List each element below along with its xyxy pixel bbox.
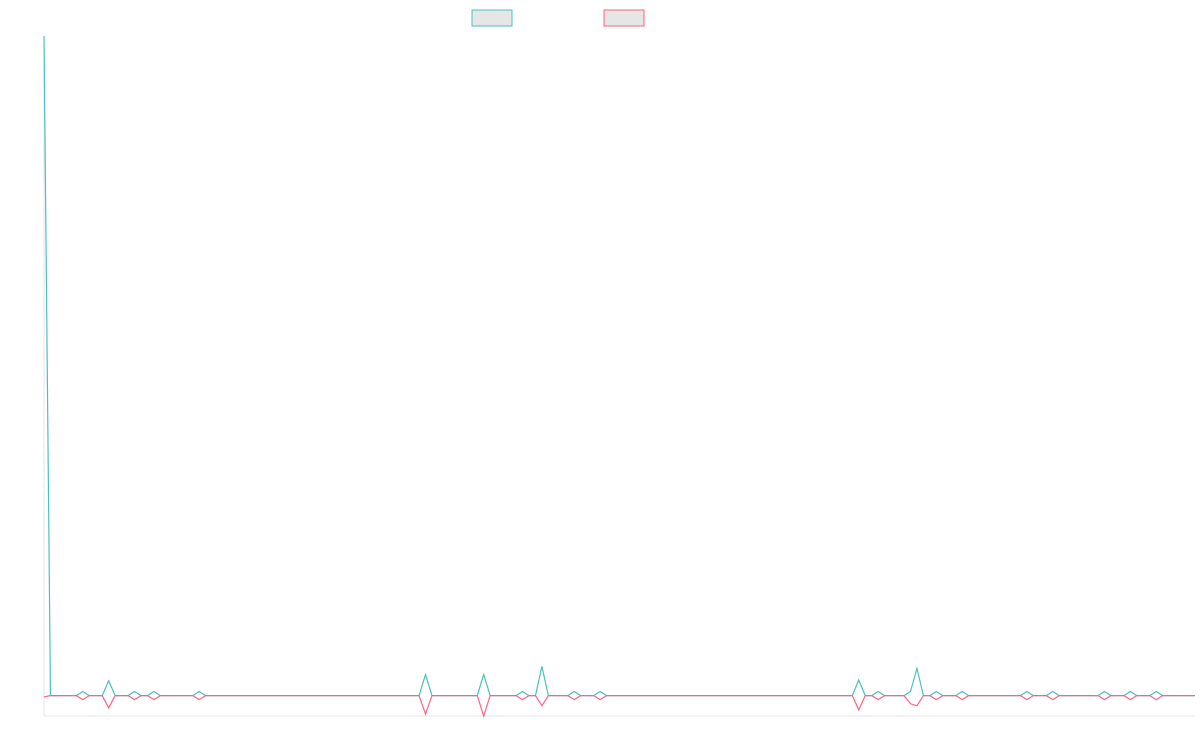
legend-swatch[interactable] <box>471 9 513 27</box>
legend-swatch[interactable] <box>603 9 645 27</box>
line <box>43 35 1195 697</box>
line <box>43 695 1195 718</box>
